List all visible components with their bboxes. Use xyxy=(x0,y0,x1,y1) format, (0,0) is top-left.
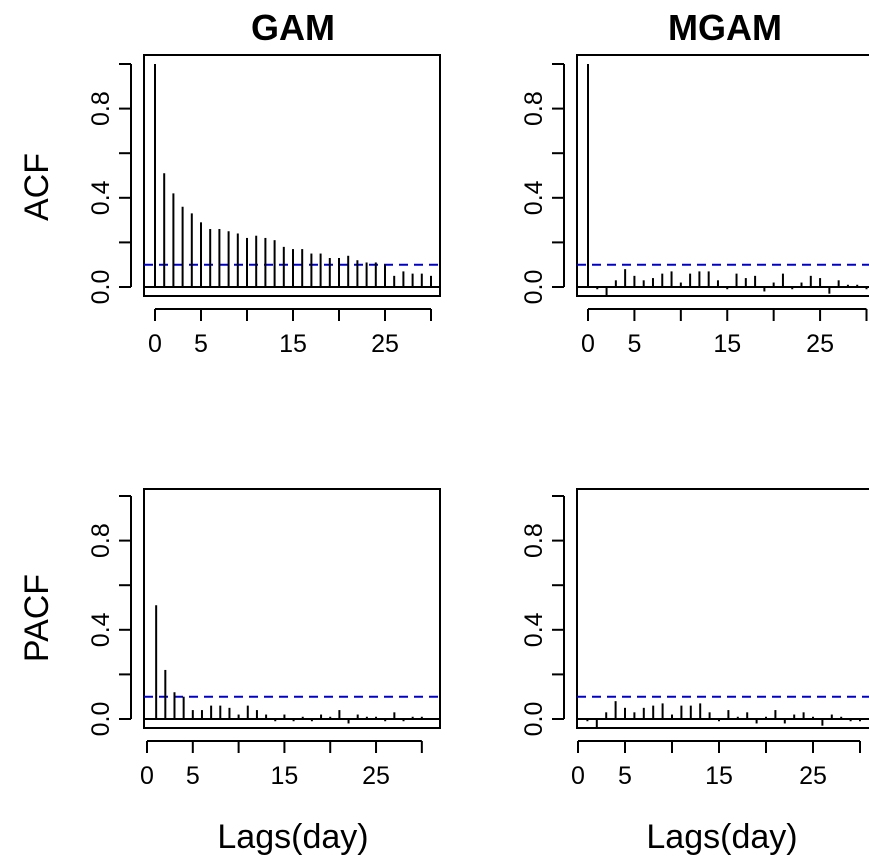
plot-frame xyxy=(143,488,441,729)
y-tick-label: 0.0 xyxy=(87,702,115,737)
plot-frame xyxy=(576,54,869,297)
y-tick-label: 0.4 xyxy=(87,180,115,215)
y-tick-label: 0.4 xyxy=(520,612,548,647)
x-tick-label: 5 xyxy=(627,330,641,358)
y-tick-label: 0.8 xyxy=(87,523,115,558)
x-tick-label: 25 xyxy=(371,330,399,358)
y-tick-label: 0.8 xyxy=(520,91,548,126)
panel-gam-acf: 0.0 0.4 0.8 0 5 15 25 xyxy=(87,54,441,358)
x-tick-label: 25 xyxy=(799,762,827,790)
x-tick-label: 15 xyxy=(713,330,741,358)
x-tick-label: 5 xyxy=(618,762,632,790)
y-tick-label: 0.4 xyxy=(520,180,548,215)
x-axis-label-mgam: Lags(day) xyxy=(646,818,797,856)
x-tick-label: 25 xyxy=(362,762,390,790)
y-tick-label: 0.0 xyxy=(520,270,548,305)
panels: 0.00.40.80 5 15 250.00.40.80 5 15 250.00.40.80… xyxy=(87,54,869,790)
x-tick-label: 15 xyxy=(271,762,299,790)
y-tick-label: 0.8 xyxy=(87,91,115,126)
x-tick-label: 0 xyxy=(140,762,154,790)
y-tick-label: 0.0 xyxy=(520,702,548,737)
panel-mgam-acf: 0.0 0.4 0.8 0 5 15 25 xyxy=(520,54,869,358)
col-title-gam: GAM xyxy=(251,7,335,48)
y-tick-label: 0.0 xyxy=(87,270,115,305)
x-tick-label: 5 xyxy=(194,330,208,358)
plot-frame xyxy=(576,488,869,729)
row-label-acf: ACF xyxy=(18,153,56,221)
x-tick-label: 5 xyxy=(186,762,200,790)
x-tick-label: 0 xyxy=(581,330,595,358)
x-tick-label: 15 xyxy=(279,330,307,358)
x-tick-label: 0 xyxy=(571,762,585,790)
x-tick-label: 15 xyxy=(705,762,733,790)
plot-frame xyxy=(143,54,441,297)
y-tick-label: 0.4 xyxy=(87,612,115,647)
col-title-mgam: MGAM xyxy=(668,7,782,48)
panel-gam-pacf: 0.0 0.4 0.8 0 5 15 25 xyxy=(87,488,441,790)
y-tick-label: 0.8 xyxy=(520,523,548,558)
x-tick-label: 25 xyxy=(806,330,834,358)
x-axis-label-gam: Lags(day) xyxy=(217,818,368,856)
x-tick-label: 0 xyxy=(148,330,162,358)
panel-mgam-pacf: 0.0 0.4 0.8 0 5 15 25 xyxy=(520,488,869,790)
row-label-pacf: PACF xyxy=(18,574,56,662)
